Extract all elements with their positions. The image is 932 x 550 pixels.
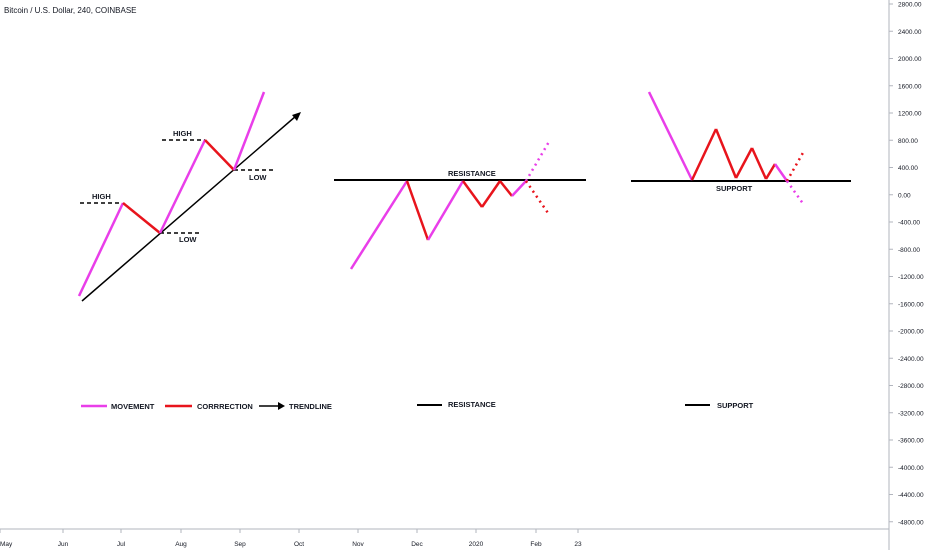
legend: MOVEMENT CORRRECTION TRENDLINE RESISTANC… [81,400,754,411]
y-tick-label: 2800.00 [898,2,922,9]
trendline-arrowhead [292,112,301,121]
legend-support-label: SUPPORT [717,401,754,410]
movement-2 [426,180,465,241]
y-tick-label: -4000.00 [898,465,924,472]
resistance-panel: RESISTANCE [334,139,586,270]
x-tick-label: 2020 [469,541,484,548]
movement-3 [232,91,266,171]
legend-trendline-label: TRENDLINE [289,402,332,411]
y-tick-label: -3600.00 [898,438,924,445]
y-tick-label: 1200.00 [898,111,922,118]
y-tick-label: -800.00 [898,247,920,254]
y-tick-label: -1600.00 [898,301,924,308]
correction-1 [122,202,161,234]
x-axis[interactable]: May Jun Jul Aug Sep Oct Nov Dec 2020 Feb 23 [0,529,582,548]
y-tick-label: 1600.00 [898,83,922,90]
x-tick-label: Aug [175,541,187,548]
y-tick-label: -1200.00 [898,274,924,281]
x-tick-label: Jul [117,541,126,548]
label-low-2: LOW [249,173,267,182]
y-tick-label: -2400.00 [898,356,924,363]
movement-1 [647,91,694,181]
label-high-1: HIGH [92,192,111,201]
y-tick-label: 2400.00 [898,29,922,36]
label-support: SUPPORT [716,184,753,193]
y-tick-label: 400.00 [898,165,918,172]
y-tick-label: -4800.00 [898,519,924,526]
movement-2 [158,139,207,234]
correction-2 [461,180,484,208]
y-tick-label: -400.00 [898,220,920,227]
correction-5 [764,163,777,180]
x-tick-label: Oct [294,541,304,548]
y-axis[interactable]: 2800.00 2400.00 2000.00 1600.00 1200.00 800.0… [889,2,924,527]
x-tick-label: Dec [411,541,423,548]
trend-panel: HIGH LOW HIGH LOW [77,91,301,302]
label-high-2: HIGH [173,129,192,138]
x-tick-label: 23 [574,541,582,548]
y-tick-label: 2000.00 [898,56,922,63]
chart-title: Bitcoin / U.S. Dollar, 240, COINBASE [4,6,137,15]
movement-3 [511,180,527,197]
label-low-1: LOW [179,235,197,244]
movement-2 [773,163,789,182]
movement-1 [77,202,125,297]
x-tick-label: Jun [58,541,69,548]
y-tick-label: -2000.00 [898,329,924,336]
projection-down [785,180,806,206]
x-tick-label: Sep [234,541,246,548]
x-tick-label: Feb [530,541,542,548]
y-tick-label: -4400.00 [898,492,924,499]
correction-3 [480,180,502,208]
correction-1 [690,128,718,181]
x-tick-label: Nov [352,541,364,548]
x-tick-label: May [0,541,13,548]
correction-2 [204,139,235,171]
y-tick-label: -2800.00 [898,383,924,390]
label-resistance: RESISTANCE [448,169,496,178]
trendline [81,115,297,302]
projection-up [785,150,806,182]
y-tick-label: -3200.00 [898,410,924,417]
movement-1 [349,180,409,270]
correction-2 [714,128,738,179]
legend-trendline-arrowhead [278,402,285,410]
correction-4 [499,180,513,197]
support-panel: SUPPORT [631,91,851,206]
correction-3 [734,147,754,179]
legend-resistance-label: RESISTANCE [448,400,496,409]
projection-down [524,180,550,214]
correction-4 [750,147,768,180]
projection-up [524,139,552,182]
correction-1 [405,180,430,241]
legend-movement-label: MOVEMENT [111,402,155,411]
y-tick-label: 800.00 [898,138,918,145]
y-tick-label: 0.00 [898,192,911,199]
legend-correction-label: CORRRECTION [197,402,253,411]
